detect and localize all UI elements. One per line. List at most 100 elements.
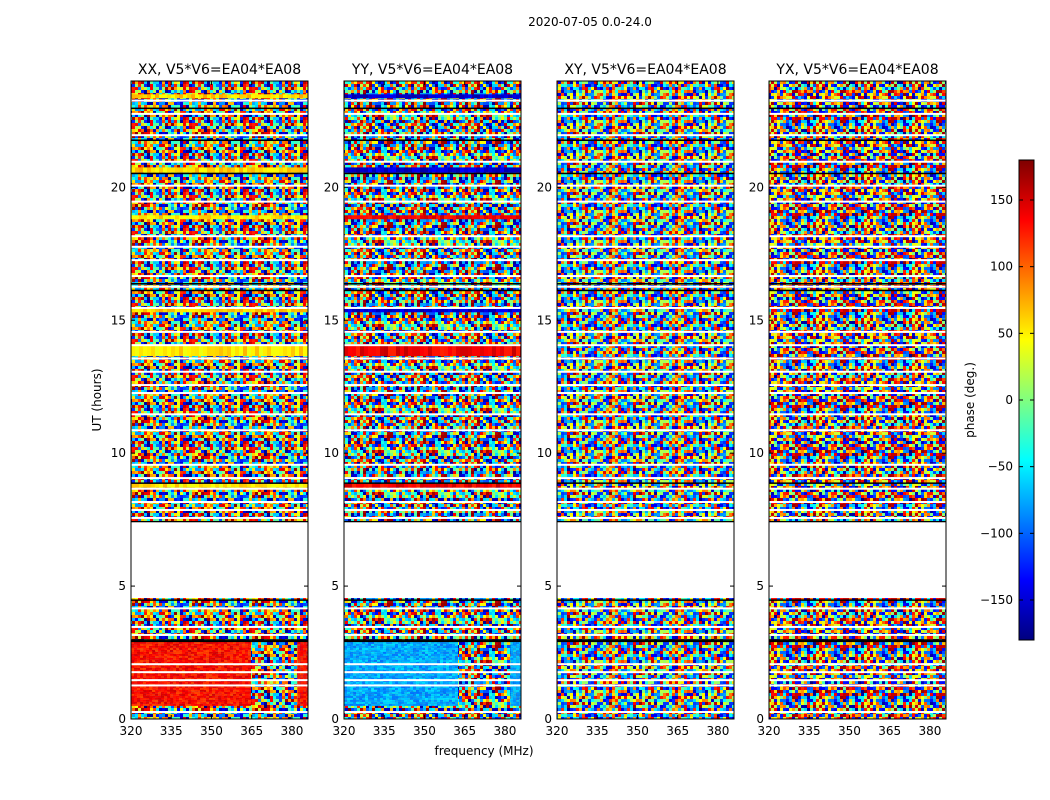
y-tick-label: 5 xyxy=(118,579,126,593)
scan-gap xyxy=(131,679,308,682)
scan-gap xyxy=(344,99,521,102)
x-tick-label: 320 xyxy=(120,724,143,738)
scan-boundary xyxy=(344,599,521,601)
colorbar-tick-label: 0 xyxy=(1005,393,1013,407)
scan-gap xyxy=(344,392,521,395)
x-tick-label: 335 xyxy=(373,724,396,738)
scan-gap xyxy=(131,684,308,687)
scan-gap xyxy=(557,384,734,387)
scan-gap xyxy=(557,344,734,347)
scan-gap xyxy=(557,463,734,466)
y-tick-label: 5 xyxy=(756,579,764,593)
x-tick-label: 335 xyxy=(586,724,609,738)
scan-gap xyxy=(769,235,946,238)
y-tick-label: 20 xyxy=(537,180,552,194)
y-tick-label: 15 xyxy=(749,313,764,327)
scan-gap xyxy=(344,200,521,203)
scan-gap xyxy=(769,370,946,373)
scan-boundary xyxy=(344,640,521,643)
x-tick-label: 320 xyxy=(546,724,569,738)
scan-gap xyxy=(344,508,521,511)
coherent-band xyxy=(131,167,308,173)
scan-gap xyxy=(344,429,521,432)
scan-gap xyxy=(131,477,308,480)
scan-gap xyxy=(557,160,734,163)
panel-xx: XX, V5*V6=EA04*EA08 320 335 350 365 380 0 5 10 15… xyxy=(111,62,309,738)
x-tick-label: 365 xyxy=(240,724,263,738)
scan-boundary xyxy=(557,172,734,175)
scan-boundary xyxy=(769,283,946,285)
y-tick-label: 10 xyxy=(537,446,552,460)
panel-frame xyxy=(130,80,309,720)
scan-boundary xyxy=(557,640,734,643)
scan-boundary xyxy=(769,172,946,175)
scan-gap xyxy=(344,344,521,347)
scan-gap xyxy=(557,112,734,115)
scan-boundary xyxy=(344,482,521,484)
scan-gap xyxy=(557,200,734,203)
scan-gap xyxy=(344,306,521,309)
scan-gap xyxy=(557,671,734,674)
scan-gap xyxy=(557,275,734,278)
scan-gap xyxy=(344,235,521,238)
scan-boundary xyxy=(344,520,521,523)
x-tick-label: 380 xyxy=(280,724,303,738)
coherent-band xyxy=(131,215,308,220)
x-tick-label: 365 xyxy=(878,724,901,738)
panel-title: YY, V5*V6=EA04*EA08 xyxy=(351,62,513,78)
coherent-band xyxy=(131,344,308,357)
scan-boundary xyxy=(769,599,946,601)
scan-gap xyxy=(344,633,521,636)
x-tick-label: 365 xyxy=(666,724,689,738)
scan-gap xyxy=(557,516,734,519)
scan-gap xyxy=(131,306,308,309)
phase-noise xyxy=(131,81,308,719)
scan-gap xyxy=(131,245,308,248)
y-tick-label: 10 xyxy=(111,446,126,460)
scan-gap xyxy=(769,684,946,687)
scan-gap xyxy=(131,200,308,203)
x-tick-label: 365 xyxy=(453,724,476,738)
scan-gap xyxy=(769,112,946,115)
scan-boundary xyxy=(557,107,734,110)
scan-gap xyxy=(557,477,734,480)
scan-gap xyxy=(557,285,734,288)
scan-gap xyxy=(557,684,734,687)
scan-boundary xyxy=(131,520,308,523)
scan-gap xyxy=(344,684,521,687)
coherent-band xyxy=(344,308,521,313)
x-tick-label: 350 xyxy=(413,724,436,738)
scan-gap xyxy=(769,259,946,262)
scan-gap xyxy=(769,134,946,137)
scan-boundary xyxy=(557,639,734,641)
phase-noise xyxy=(344,81,521,719)
scan-gap xyxy=(344,330,521,333)
scan-gap xyxy=(557,508,734,511)
scan-boundary xyxy=(557,283,734,285)
scan-gap xyxy=(557,663,734,666)
scan-gap xyxy=(557,134,734,137)
scan-gap xyxy=(769,160,946,163)
scan-boundary xyxy=(344,172,521,175)
x-tick-label: 350 xyxy=(838,724,861,738)
scan-gap xyxy=(769,487,946,490)
scan-gap xyxy=(131,184,308,187)
scan-gap xyxy=(344,259,521,262)
coherent-band xyxy=(344,483,521,488)
scan-gap xyxy=(769,285,946,288)
scan-gap xyxy=(344,357,521,360)
y-tick-label: 5 xyxy=(331,579,339,593)
scan-gap xyxy=(769,625,946,628)
colorbar-tick-label: 150 xyxy=(990,193,1013,207)
scan-gap xyxy=(131,370,308,373)
scan-boundary xyxy=(344,283,521,285)
no-data-region xyxy=(344,522,521,599)
scan-gap xyxy=(131,384,308,387)
y-tick-label: 5 xyxy=(544,579,552,593)
scan-gap xyxy=(344,477,521,480)
scan-gap xyxy=(769,671,946,674)
scan-gap xyxy=(557,184,734,187)
colorbar-tick-label: 100 xyxy=(990,260,1013,274)
panel-title: XY, V5*V6=EA04*EA08 xyxy=(564,62,726,78)
